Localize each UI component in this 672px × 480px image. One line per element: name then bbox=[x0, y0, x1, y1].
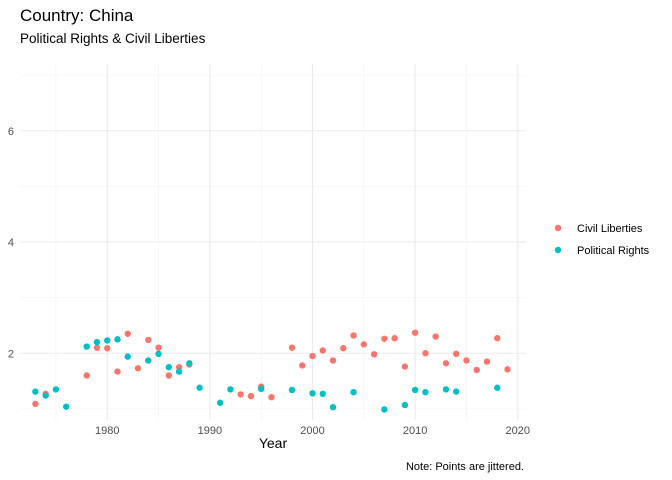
legend-marker-civil-liberties bbox=[554, 224, 562, 232]
point-civil-liberties bbox=[175, 363, 183, 371]
point-civil-liberties bbox=[237, 391, 244, 398]
y-tick-label: 4 bbox=[8, 237, 14, 249]
point-political-rights bbox=[329, 404, 337, 411]
x-tick-labels: 1980 1990 2000 2010 2020 bbox=[95, 425, 530, 437]
point-political-rights bbox=[319, 390, 326, 398]
legend-label-political-rights: Political Rights bbox=[577, 245, 650, 257]
point-civil-liberties bbox=[463, 357, 470, 364]
point-political-rights bbox=[381, 406, 388, 413]
point-political-rights bbox=[257, 385, 265, 393]
point-political-rights bbox=[124, 353, 131, 360]
point-political-rights bbox=[93, 338, 101, 346]
point-civil-liberties bbox=[32, 400, 39, 408]
legend-label-civil-liberties: Civil Liberties bbox=[577, 223, 643, 235]
point-civil-liberties bbox=[309, 352, 316, 360]
point-civil-liberties bbox=[114, 368, 121, 375]
point-civil-liberties bbox=[145, 336, 152, 344]
point-political-rights bbox=[288, 386, 296, 394]
y-tick-label: 2 bbox=[8, 348, 14, 360]
point-political-rights bbox=[411, 386, 419, 394]
point-political-rights bbox=[227, 386, 234, 393]
point-political-rights bbox=[453, 388, 460, 395]
x-tick-label: 1980 bbox=[95, 425, 119, 437]
x-tick-label: 2010 bbox=[403, 425, 427, 437]
legend-marker-political-rights bbox=[554, 246, 562, 254]
point-civil-liberties bbox=[411, 329, 419, 336]
point-civil-liberties bbox=[268, 393, 275, 401]
point-civil-liberties bbox=[494, 335, 501, 342]
data-points bbox=[32, 329, 511, 413]
y-tick-label: 6 bbox=[8, 126, 14, 138]
point-civil-liberties bbox=[340, 345, 347, 352]
point-political-rights bbox=[83, 343, 90, 350]
point-civil-liberties bbox=[432, 333, 439, 340]
point-civil-liberties bbox=[247, 392, 255, 400]
point-civil-liberties bbox=[124, 330, 131, 337]
point-civil-liberties bbox=[381, 335, 388, 342]
point-political-rights bbox=[114, 336, 121, 343]
point-political-rights bbox=[216, 399, 224, 406]
chart-title: Country: China bbox=[20, 6, 134, 25]
point-civil-liberties bbox=[453, 350, 460, 358]
x-tick-label: 2000 bbox=[300, 425, 324, 437]
point-political-rights bbox=[145, 357, 152, 364]
point-civil-liberties bbox=[504, 366, 511, 373]
point-civil-liberties bbox=[422, 350, 429, 357]
legend: Civil Liberties Political Rights bbox=[554, 223, 650, 257]
point-political-rights bbox=[62, 403, 70, 410]
point-civil-liberties bbox=[442, 360, 450, 367]
point-political-rights bbox=[401, 401, 409, 409]
point-civil-liberties bbox=[155, 344, 162, 351]
point-civil-liberties bbox=[288, 344, 296, 351]
point-civil-liberties bbox=[473, 366, 480, 374]
point-political-rights bbox=[175, 368, 183, 375]
point-civil-liberties bbox=[165, 372, 173, 379]
point-civil-liberties bbox=[93, 344, 101, 351]
x-tick-label: 2020 bbox=[506, 425, 530, 437]
point-civil-liberties bbox=[391, 335, 398, 342]
point-civil-liberties bbox=[83, 372, 90, 379]
point-civil-liberties bbox=[104, 345, 111, 352]
point-civil-liberties bbox=[360, 341, 368, 348]
point-political-rights bbox=[196, 384, 203, 391]
point-political-rights bbox=[52, 386, 60, 393]
y-tick-labels: 2 4 6 bbox=[8, 126, 14, 361]
point-political-rights bbox=[165, 363, 173, 371]
point-civil-liberties bbox=[299, 362, 306, 369]
point-political-rights bbox=[42, 392, 49, 399]
x-tick-label: 1990 bbox=[198, 425, 222, 437]
point-civil-liberties bbox=[401, 363, 409, 370]
point-political-rights bbox=[442, 386, 450, 393]
point-civil-liberties bbox=[483, 358, 491, 365]
point-civil-liberties bbox=[350, 332, 357, 339]
point-civil-liberties bbox=[370, 351, 378, 358]
chart-subtitle: Political Rights & Civil Liberties bbox=[20, 31, 206, 46]
point-political-rights bbox=[422, 388, 429, 396]
point-political-rights bbox=[309, 390, 316, 397]
point-political-rights bbox=[32, 388, 39, 395]
point-civil-liberties bbox=[329, 357, 337, 364]
point-political-rights bbox=[104, 337, 111, 344]
point-political-rights bbox=[186, 360, 193, 367]
point-political-rights bbox=[155, 350, 162, 358]
point-political-rights bbox=[494, 384, 501, 391]
x-axis-title: Year bbox=[259, 435, 288, 451]
point-civil-liberties bbox=[319, 347, 326, 354]
grid-lines bbox=[20, 64, 526, 420]
point-civil-liberties bbox=[134, 365, 142, 372]
point-political-rights bbox=[350, 388, 357, 396]
chart-caption: Note: Points are jittered. bbox=[406, 461, 524, 473]
